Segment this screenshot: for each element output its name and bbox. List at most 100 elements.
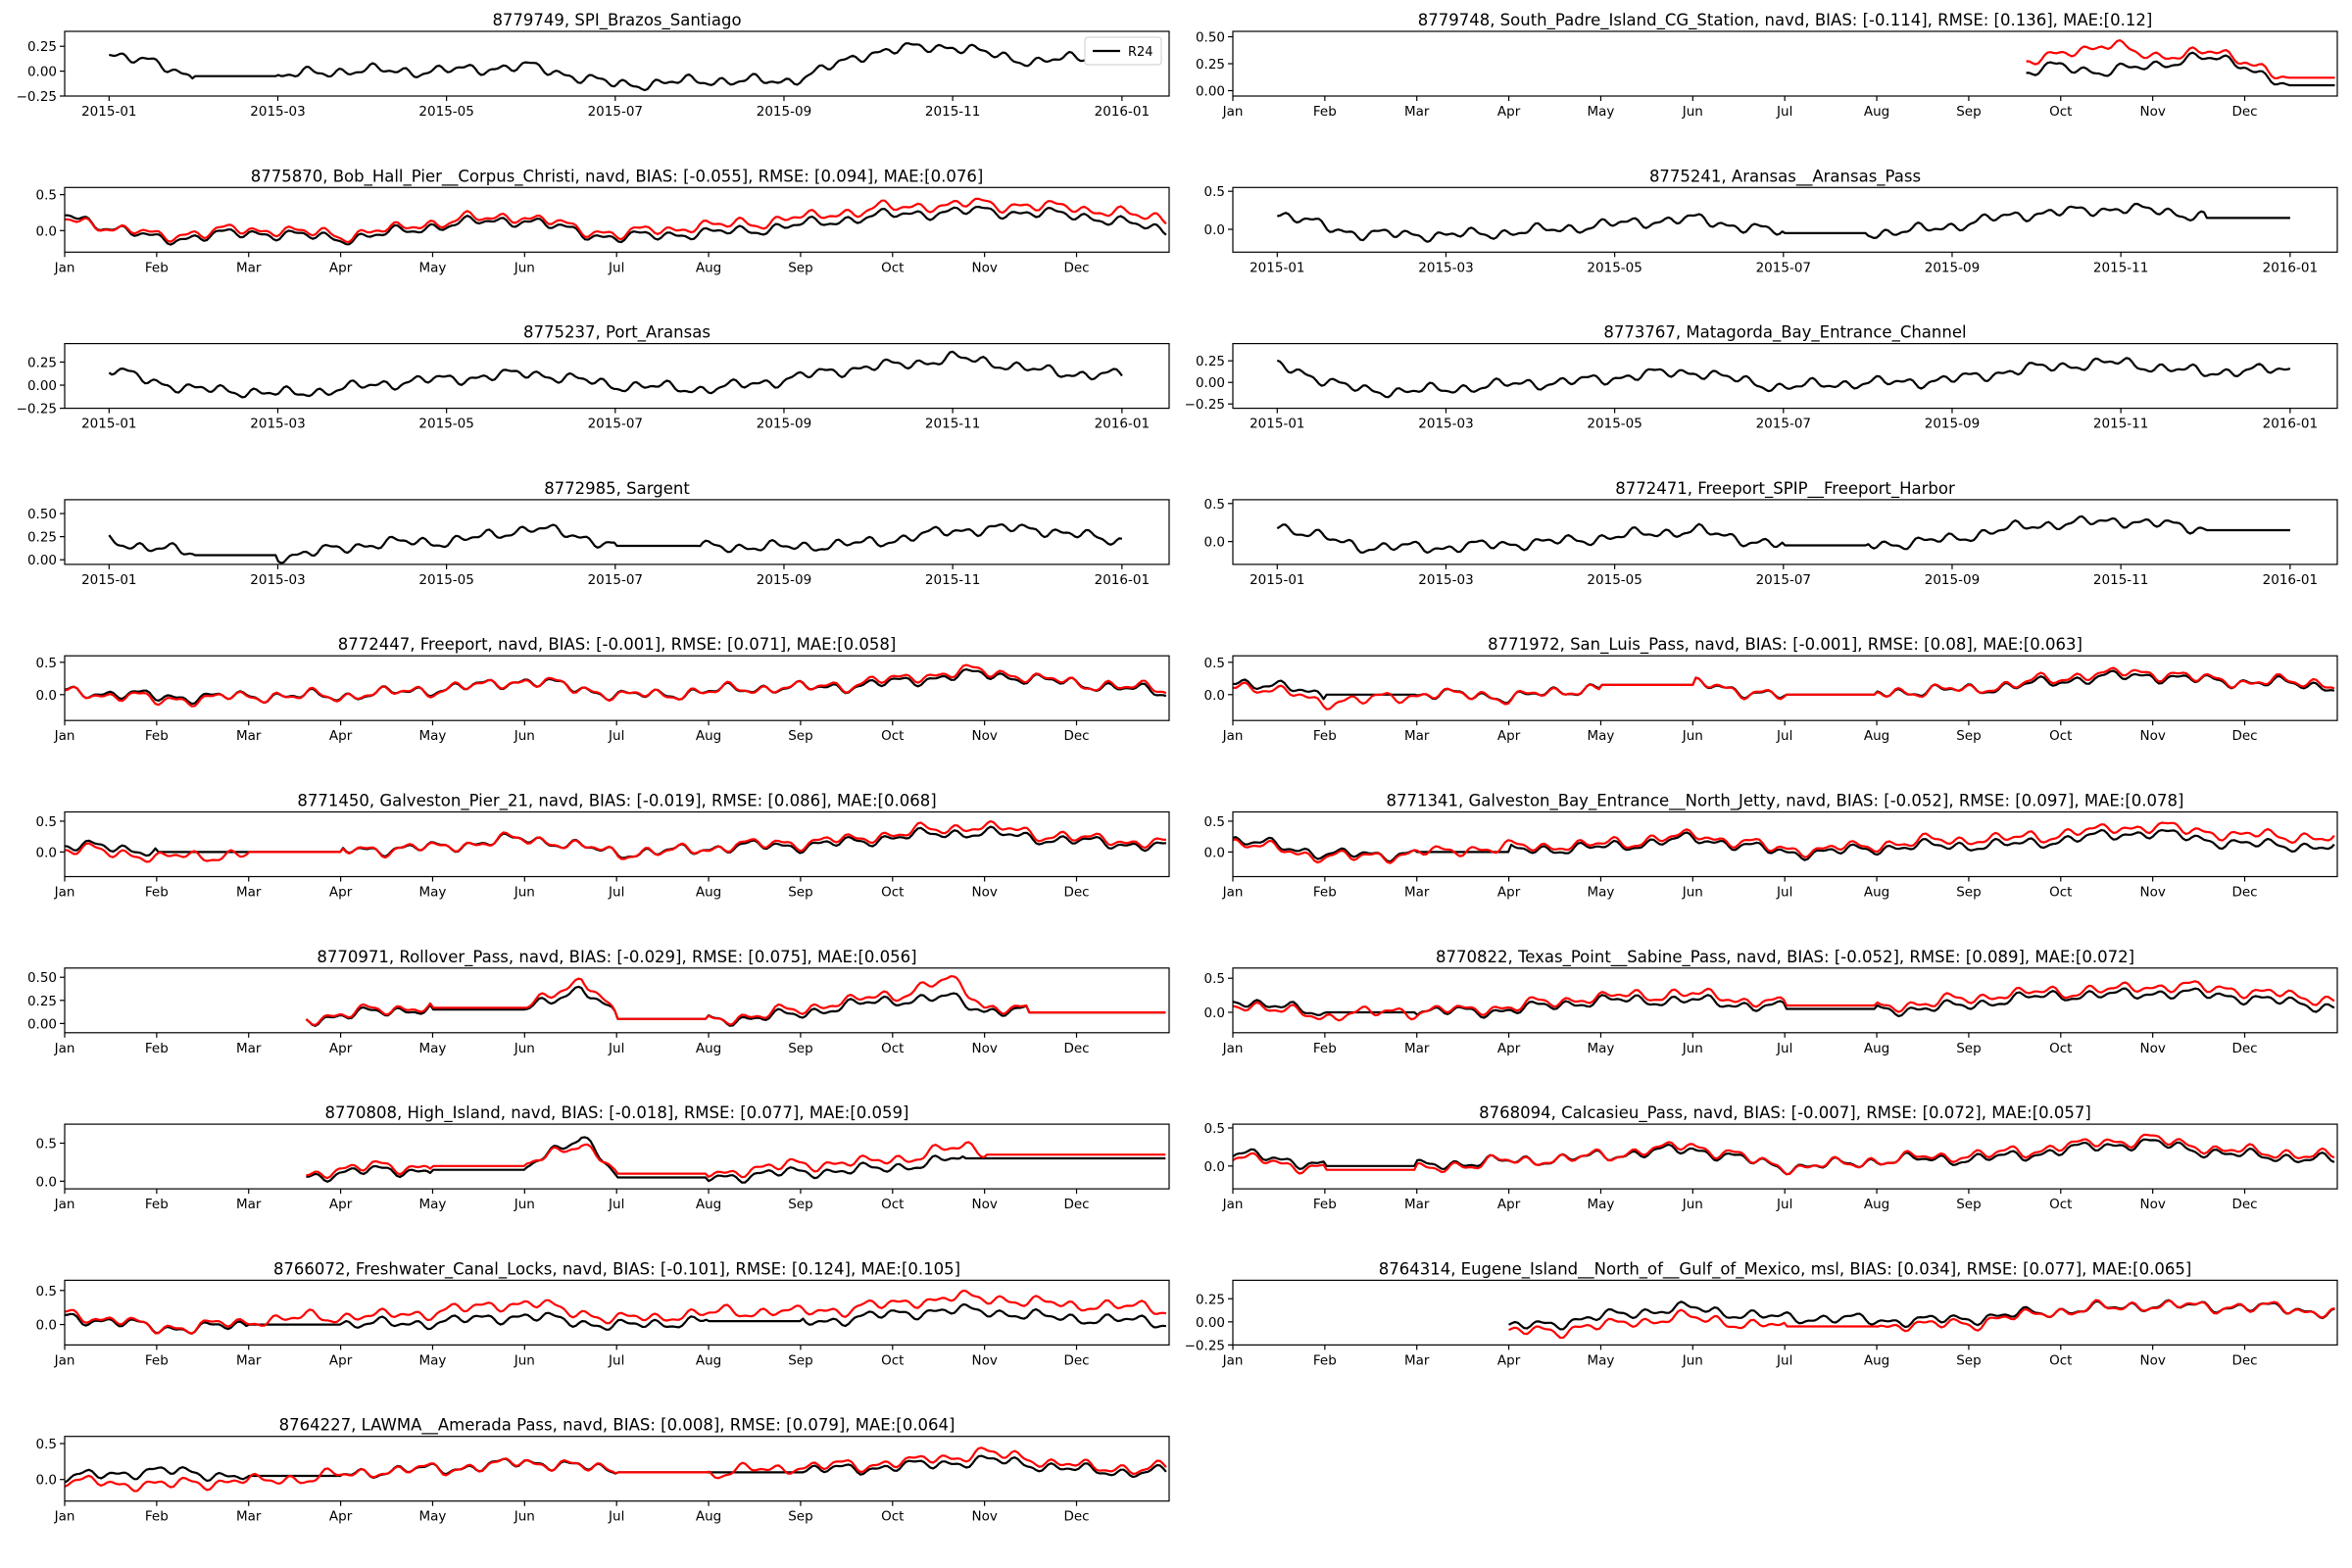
x-tick-label: Jul [608,1197,624,1212]
model-series-line [1233,821,2335,864]
x-tick-label: 2015-11 [925,416,980,432]
x-tick-label: Apr [1497,1197,1521,1212]
x-tick-label: Jul [1776,885,1792,901]
x-tick-label: 2015-01 [1250,260,1304,275]
subplot-title: 8771341, Galveston_Bay_Entrance__North_J… [1387,792,2184,811]
x-tick-label: May [1587,104,1614,120]
x-tick-label: 2015-03 [1418,572,1473,588]
x-tick-label: 2015-11 [925,572,980,588]
x-tick-label: Sep [788,1352,812,1368]
x-tick-label: Feb [145,1352,169,1368]
x-tick-label: Jan [1222,728,1244,744]
x-tick-label: Nov [971,1041,997,1056]
axes-frame [64,186,1170,253]
x-tick-label: 2015-07 [1756,572,1811,588]
x-tick-label: Jan [1222,885,1244,901]
x-tick-label: Nov [2139,1041,2165,1056]
y-tick-label: 0.00 [1196,375,1225,391]
model-series-line [65,1446,1167,1493]
x-tick-label: Jul [608,260,624,275]
x-tick-label: Jul [1776,1041,1792,1056]
x-tick-label: Sep [1956,1041,1981,1056]
x-tick-label: Sep [788,1197,812,1212]
x-tick-label: Apr [329,885,353,901]
axes-frame [64,655,1170,721]
x-tick-label: 2015-07 [1756,416,1811,432]
x-tick-label: Jan [54,885,75,901]
x-tick-label: 2015-03 [250,104,305,120]
y-tick-label: 0.0 [1204,535,1225,551]
x-tick-label: Nov [971,1352,997,1368]
x-tick-label: Apr [329,728,353,744]
y-tick-label: 0.50 [27,507,57,522]
x-tick-label: Dec [1063,728,1089,744]
x-tick-label: May [1587,1197,1614,1212]
x-tick-label: Nov [971,1197,997,1212]
x-tick-label: Nov [971,885,997,901]
x-tick-label: Nov [971,1509,997,1525]
subplot-9: 8772447, Freeport, navd, BIAS: [-0.001],… [36,635,1170,744]
y-tick-label: 0.50 [1196,30,1225,46]
axes-frame [64,810,1170,878]
axes-frame [1232,499,2338,565]
x-tick-label: May [1587,1352,1614,1368]
x-tick-label: Apr [1497,104,1521,120]
x-tick-label: Jun [514,260,535,275]
x-tick-label: May [418,885,446,901]
subplot-title: 8775870, Bob_Hall_Pier__Corpus_Christi, … [251,167,984,186]
subplot-15: 8770808, High_Island, navd, BIAS: [-0.01… [36,1103,1170,1212]
y-tick-label: 0.00 [27,553,57,568]
subplot-title: 8772985, Sargent [544,479,690,498]
x-tick-label: Jan [54,1352,75,1368]
x-tick-label: Jan [1222,1197,1244,1212]
observed-series-line [65,205,1167,246]
x-tick-label: Oct [881,1041,904,1056]
x-tick-label: Dec [2231,728,2257,744]
x-tick-label: Mar [236,885,262,901]
x-tick-label: Oct [881,1197,904,1212]
x-tick-label: Jan [54,1509,75,1525]
x-tick-label: Oct [2049,728,2072,744]
x-tick-label: Sep [788,728,812,744]
subplot-title: 8770808, High_Island, navd, BIAS: [-0.01… [325,1103,909,1123]
x-tick-label: May [418,1197,446,1212]
x-tick-label: Dec [1063,1197,1089,1212]
x-tick-label: Sep [788,1509,812,1525]
subplot-10: 8771972, San_Luis_Pass, navd, BIAS: [-0.… [1204,635,2338,744]
subplot-title: 8770822, Texas_Point__Sabine_Pass, navd,… [1436,948,2134,967]
axes-frame [1232,810,2338,878]
x-tick-label: Aug [1864,728,1889,744]
axes-frame [64,30,1170,97]
x-tick-label: Jan [1222,1041,1244,1056]
subplot-title: 8764314, Eugene_Island__North_of__Gulf_o… [1379,1259,2192,1279]
x-tick-label: Nov [971,260,997,275]
x-tick-label: Sep [788,260,812,275]
subplot-title: 8779748, South_Padre_Island_CG_Station, … [1418,11,2153,30]
y-tick-label: 0.0 [1204,222,1225,238]
y-tick-label: 0.25 [27,39,57,55]
x-tick-label: Aug [696,1197,721,1212]
x-tick-label: 2015-05 [418,572,473,588]
x-tick-label: Jun [514,1352,535,1368]
x-tick-label: Jun [1682,1352,1703,1368]
observed-series-line [305,985,1166,1027]
x-tick-label: Apr [329,1352,353,1368]
model-series-line [65,663,1167,708]
y-tick-label: −0.25 [1185,397,1225,413]
x-tick-label: Apr [1497,885,1521,901]
y-tick-label: 0.0 [36,688,57,704]
y-tick-label: 0.5 [36,656,57,671]
y-tick-label: 0.5 [1204,1121,1225,1137]
y-tick-label: −0.25 [17,89,57,105]
y-tick-label: 0.5 [36,188,57,204]
x-tick-label: Jun [1682,104,1703,120]
x-tick-label: 2015-07 [1756,260,1811,275]
x-tick-label: Jun [1682,1041,1703,1056]
x-tick-label: Dec [2231,1197,2257,1212]
subplot-2: 8779748, South_Padre_Island_CG_Station, … [1196,11,2338,120]
x-tick-label: Oct [2049,104,2072,120]
model-series-line [1233,1133,2335,1176]
x-tick-label: Jan [1222,1352,1244,1368]
x-tick-label: Jun [514,1509,535,1525]
